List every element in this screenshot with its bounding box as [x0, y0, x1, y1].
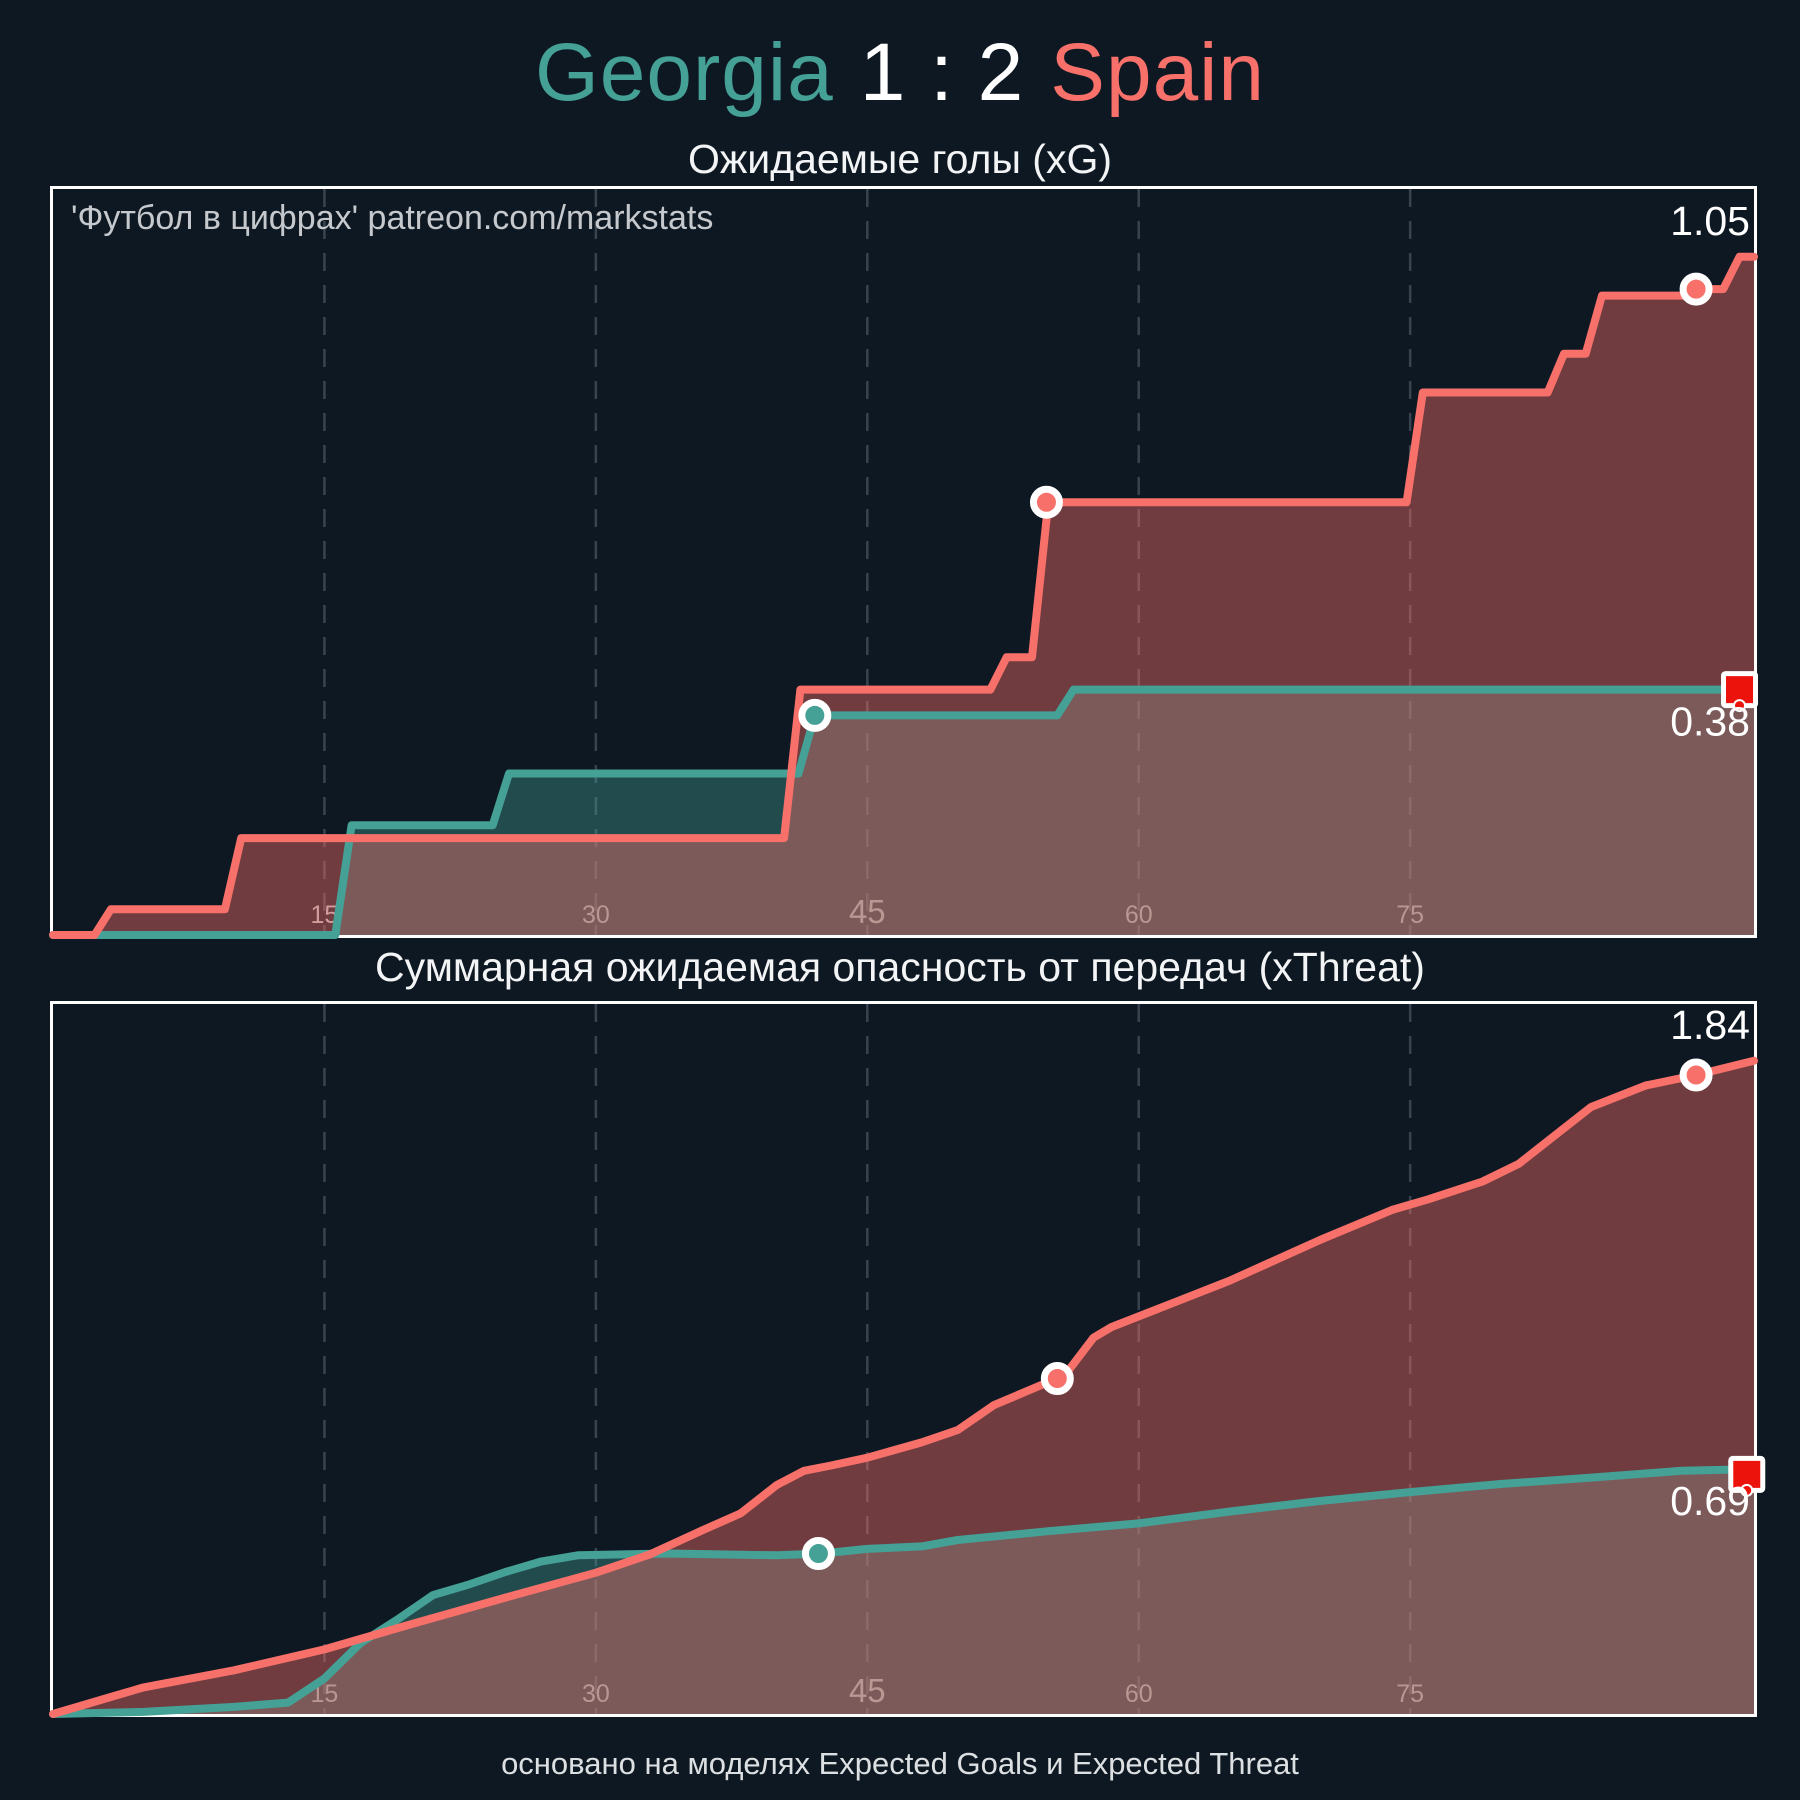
- spain-area: [53, 256, 1754, 935]
- x-tick-label: 45: [849, 893, 886, 930]
- x-tick-label: 30: [582, 1680, 610, 1708]
- final-value-label: 1.05: [1670, 198, 1750, 244]
- match-score: 1 : 2: [859, 27, 1025, 118]
- watermark-text: 'Футбол в цифрах' patreon.com/markstats: [71, 199, 714, 237]
- georgia-area: [53, 689, 1754, 935]
- xthreat-chart: 15 30 45 60 75 1.84 0.69: [49, 1001, 1766, 1718]
- goal-marker-spain-icon: [1679, 272, 1713, 306]
- final-value-label: 1.84: [1670, 1002, 1750, 1048]
- spain-line: [49, 1056, 1758, 1718]
- goal-marker-spain-icon: [1040, 1362, 1074, 1396]
- x-tick-label: 30: [582, 901, 610, 929]
- away-team-name: Spain: [1050, 27, 1266, 118]
- x-tick-label: 75: [1396, 1680, 1424, 1708]
- xthreat-chart-title: Суммарная ожидаемая опасность от передач…: [375, 944, 1425, 990]
- xg-plot: 15 30 45 60 751.050.38: [49, 189, 1759, 939]
- spain-area: [53, 1060, 1754, 1714]
- home-team-name: Georgia: [534, 27, 834, 118]
- xg-chart: 'Футбол в цифрах' patreon.com/markstats …: [49, 186, 1759, 939]
- x-tick-label: 45: [849, 1672, 886, 1709]
- xg-chart-title: Ожидаемые голы (xG): [687, 136, 1113, 182]
- footer-note: основано на моделях Expected Goals и Exp…: [501, 1746, 1299, 1781]
- georgia-line: [49, 1465, 1758, 1718]
- final-value-label: 0.69: [1670, 1478, 1750, 1524]
- match-title: Georgia 1 : 2 Spain: [0, 26, 1800, 120]
- x-tick-label: 60: [1125, 1680, 1153, 1708]
- red-card-point-icon: [1733, 699, 1747, 713]
- georgia-line: [49, 685, 1758, 939]
- georgia-area: [53, 1469, 1754, 1714]
- x-tick-label: 75: [1396, 901, 1424, 929]
- goal-marker-spain-icon: [1029, 485, 1063, 519]
- x-tick-label: 60: [1125, 901, 1153, 929]
- goal-marker-spain-icon: [1679, 1058, 1713, 1092]
- goal-marker-georgia-icon: [801, 1537, 835, 1571]
- final-value-label: 0.38: [1670, 699, 1750, 745]
- goal-marker-georgia-icon: [798, 698, 832, 732]
- red-card-point-icon: [1740, 1483, 1754, 1497]
- xthreat-plot: 15 30 45 60 751.840.69: [49, 1002, 1766, 1718]
